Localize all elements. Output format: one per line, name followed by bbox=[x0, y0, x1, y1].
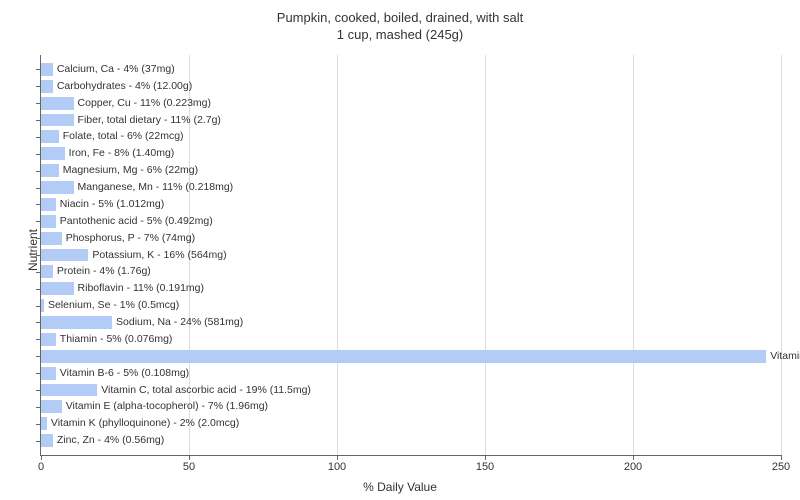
bar-row: Fiber, total dietary - 11% (2.7g) bbox=[41, 112, 781, 129]
bar-label: Pantothenic acid - 5% (0.492mg) bbox=[60, 213, 213, 230]
title-line-1: Pumpkin, cooked, boiled, drained, with s… bbox=[277, 10, 523, 25]
x-tick-label: 100 bbox=[328, 461, 346, 473]
bar bbox=[41, 400, 62, 413]
bar bbox=[41, 215, 56, 228]
x-tick bbox=[41, 455, 42, 460]
bar bbox=[41, 384, 97, 397]
x-tick-label: 50 bbox=[183, 461, 195, 473]
x-tick-label: 0 bbox=[38, 461, 44, 473]
bar-row: Copper, Cu - 11% (0.223mg) bbox=[41, 95, 781, 112]
bar bbox=[41, 130, 59, 143]
bar-row: Vitamin B-6 - 5% (0.108mg) bbox=[41, 365, 781, 382]
bar-row: Niacin - 5% (1.012mg) bbox=[41, 196, 781, 213]
bar bbox=[41, 265, 53, 278]
chart-container: Pumpkin, cooked, boiled, drained, with s… bbox=[0, 0, 800, 500]
x-tick bbox=[337, 455, 338, 460]
bar-label: Magnesium, Mg - 6% (22mg) bbox=[63, 162, 198, 179]
x-tick bbox=[485, 455, 486, 460]
bar bbox=[41, 299, 44, 312]
bar-label: Riboflavin - 11% (0.191mg) bbox=[78, 280, 204, 297]
bar-label: Carbohydrates - 4% (12.00g) bbox=[57, 78, 192, 95]
x-tick bbox=[781, 455, 782, 460]
chart-title: Pumpkin, cooked, boiled, drained, with s… bbox=[0, 0, 800, 44]
bar-row: Magnesium, Mg - 6% (22mg) bbox=[41, 162, 781, 179]
bar-row: Thiamin - 5% (0.076mg) bbox=[41, 331, 781, 348]
bar-row: Sodium, Na - 24% (581mg) bbox=[41, 314, 781, 331]
y-axis-label: Nutrient bbox=[26, 229, 40, 271]
bar-row: Phosphorus, P - 7% (74mg) bbox=[41, 230, 781, 247]
bar bbox=[41, 417, 47, 430]
bar bbox=[41, 97, 74, 110]
bar-row: Calcium, Ca - 4% (37mg) bbox=[41, 61, 781, 78]
bar-row: Vitamin E (alpha-tocopherol) - 7% (1.96m… bbox=[41, 398, 781, 415]
bar-label: Folate, total - 6% (22mcg) bbox=[63, 128, 184, 145]
bar-label: Fiber, total dietary - 11% (2.7g) bbox=[78, 112, 221, 129]
bar-row: Riboflavin - 11% (0.191mg) bbox=[41, 280, 781, 297]
bar bbox=[41, 198, 56, 211]
bar bbox=[41, 434, 53, 447]
bar-label: Vitamin C, total ascorbic acid - 19% (11… bbox=[101, 382, 311, 399]
bar bbox=[41, 350, 766, 363]
bar-row: Selenium, Se - 1% (0.5mcg) bbox=[41, 297, 781, 314]
bar bbox=[41, 282, 74, 295]
bar-row: Protein - 4% (1.76g) bbox=[41, 263, 781, 280]
x-tick-label: 250 bbox=[772, 461, 790, 473]
bar-row: Iron, Fe - 8% (1.40mg) bbox=[41, 145, 781, 162]
bar-row: Vitamin K (phylloquinone) - 2% (2.0mcg) bbox=[41, 415, 781, 432]
bar-label: Zinc, Zn - 4% (0.56mg) bbox=[57, 432, 164, 449]
bar-label: Protein - 4% (1.76g) bbox=[57, 263, 151, 280]
bar-row: Zinc, Zn - 4% (0.56mg) bbox=[41, 432, 781, 449]
bar-label: Copper, Cu - 11% (0.223mg) bbox=[78, 95, 211, 112]
bar-row: Potassium, K - 16% (564mg) bbox=[41, 247, 781, 264]
bar-label: Iron, Fe - 8% (1.40mg) bbox=[69, 145, 175, 162]
bar bbox=[41, 164, 59, 177]
bar-label: Selenium, Se - 1% (0.5mcg) bbox=[48, 297, 179, 314]
x-tick-label: 150 bbox=[476, 461, 494, 473]
bar-label: Potassium, K - 16% (564mg) bbox=[92, 247, 226, 264]
bar bbox=[41, 316, 112, 329]
title-line-2: 1 cup, mashed (245g) bbox=[337, 27, 463, 42]
bar-row: Folate, total - 6% (22mcg) bbox=[41, 128, 781, 145]
bar-label: Niacin - 5% (1.012mg) bbox=[60, 196, 164, 213]
bar-row: Carbohydrates - 4% (12.00g) bbox=[41, 78, 781, 95]
bar-row: Vitamin C, total ascorbic acid - 19% (11… bbox=[41, 382, 781, 399]
bar-label: Thiamin - 5% (0.076mg) bbox=[60, 331, 173, 348]
bar-label: Sodium, Na - 24% (581mg) bbox=[116, 314, 243, 331]
bar-label: Calcium, Ca - 4% (37mg) bbox=[57, 61, 175, 78]
x-tick bbox=[633, 455, 634, 460]
bar bbox=[41, 181, 74, 194]
bar bbox=[41, 114, 74, 127]
bar-row: Vitamin A, IU - 245% (12230IU) bbox=[41, 348, 781, 365]
bar-label: Vitamin E (alpha-tocopherol) - 7% (1.96m… bbox=[66, 398, 268, 415]
bar bbox=[41, 147, 65, 160]
plot-area: 050100150200250Calcium, Ca - 4% (37mg)Ca… bbox=[40, 55, 781, 456]
bar-label: Manganese, Mn - 11% (0.218mg) bbox=[78, 179, 234, 196]
bar-label: Vitamin B-6 - 5% (0.108mg) bbox=[60, 365, 189, 382]
bar bbox=[41, 80, 53, 93]
gridline bbox=[781, 55, 782, 455]
bar bbox=[41, 333, 56, 346]
bar bbox=[41, 63, 53, 76]
x-tick-label: 200 bbox=[624, 461, 642, 473]
x-tick bbox=[189, 455, 190, 460]
bar-label: Vitamin K (phylloquinone) - 2% (2.0mcg) bbox=[51, 415, 239, 432]
bar-row: Manganese, Mn - 11% (0.218mg) bbox=[41, 179, 781, 196]
bar bbox=[41, 249, 88, 262]
bar bbox=[41, 232, 62, 245]
bar bbox=[41, 367, 56, 380]
bar-label: Vitamin A, IU - 245% (12230IU) bbox=[770, 348, 800, 365]
x-axis-label: % Daily Value bbox=[363, 480, 437, 494]
bar-label: Phosphorus, P - 7% (74mg) bbox=[66, 230, 195, 247]
bar-row: Pantothenic acid - 5% (0.492mg) bbox=[41, 213, 781, 230]
